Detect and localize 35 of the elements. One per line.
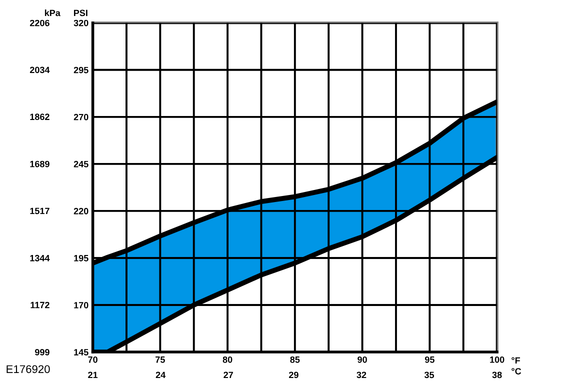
y2-tick-label: 2206 xyxy=(30,20,50,26)
y-tick-label: 270 xyxy=(74,114,88,120)
x2-tick-label: 24 xyxy=(156,372,166,378)
y-tick-label: 245 xyxy=(74,160,88,168)
text: E176920 xyxy=(6,365,50,374)
x2-tick-label: 35 xyxy=(424,372,434,378)
y-tick-label: 320 xyxy=(74,20,88,26)
x2-tick-label: 29 xyxy=(289,372,298,378)
x-tick-label: 95 xyxy=(424,356,434,363)
y-tick-label: 145 xyxy=(74,349,88,356)
x2-axis-title: °C xyxy=(512,368,522,374)
x-tick-label: 90 xyxy=(358,356,367,363)
y-tick-label: 170 xyxy=(74,302,88,308)
y-tick-label: 195 xyxy=(74,254,88,262)
x2-tick-label: 38 xyxy=(492,372,502,378)
y2-tick-label: 1689 xyxy=(30,160,50,168)
y2-tick-label: 1517 xyxy=(30,208,50,214)
x-axis-title: °F xyxy=(512,357,520,364)
y-tick-label: 220 xyxy=(74,208,88,214)
y2-axis-title: kPa xyxy=(44,10,60,16)
y2-tick-label: 1172 xyxy=(30,302,50,308)
y-tick-label: 295 xyxy=(74,66,88,74)
x2-tick-label: 21 xyxy=(88,372,98,378)
x2-tick-label: 27 xyxy=(224,372,233,378)
x-tick-label: 100 xyxy=(490,356,504,363)
x-tick-label: 75 xyxy=(156,356,165,363)
x-tick-label: 85 xyxy=(290,356,300,363)
y2-tick-label: 2034 xyxy=(30,66,50,74)
x-tick-label: 80 xyxy=(222,356,232,363)
y2-tick-label: 999 xyxy=(34,349,50,356)
y2-tick-label: 1862 xyxy=(30,114,50,120)
x-tick-label: 70 xyxy=(88,356,98,363)
y-axis-title: PSI xyxy=(74,10,88,16)
x2-tick-label: 32 xyxy=(356,372,366,378)
y2-tick-label: 1344 xyxy=(30,254,50,262)
